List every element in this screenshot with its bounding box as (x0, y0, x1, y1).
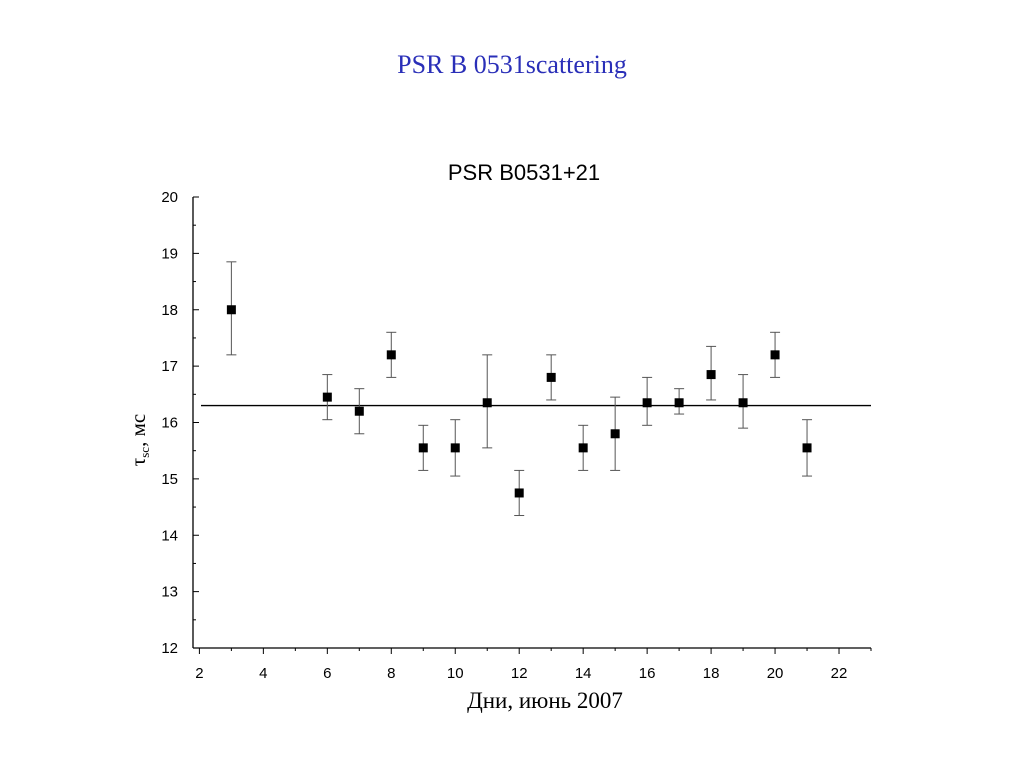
y-tick-label: 14 (161, 527, 178, 544)
data-markers (226, 305, 812, 498)
data-point (802, 443, 812, 453)
axes (192, 197, 871, 649)
y-tick-label: 20 (161, 189, 178, 206)
data-point (386, 350, 396, 360)
x-tick-label: 18 (703, 665, 720, 682)
data-point (418, 443, 428, 453)
x-tick-label: 22 (831, 665, 848, 682)
y-axis-label-subscript: sc (137, 447, 152, 458)
y-axis-label: τsc, мс (126, 414, 152, 466)
data-point (226, 305, 236, 315)
x-tick-label: 16 (639, 665, 656, 682)
data-point (322, 392, 332, 402)
y-tick-label: 19 (161, 245, 178, 262)
y-axis-label-symbol: τ (126, 458, 150, 466)
y-axis-label-unit: , мс (126, 414, 150, 447)
data-point (770, 350, 780, 360)
x-tick-label: 8 (387, 665, 395, 682)
x-axis-label: Дни, июнь 2007 (467, 688, 623, 713)
x-tick-label: 2 (195, 665, 203, 682)
y-tick-label: 15 (161, 471, 178, 488)
data-point (706, 370, 716, 380)
y-tick-label: 13 (161, 584, 178, 601)
x-tick-label: 20 (767, 665, 784, 682)
data-point (482, 398, 492, 408)
x-tick-label: 4 (259, 665, 267, 682)
y-tick-label: 18 (161, 302, 178, 319)
x-tick-label: 6 (323, 665, 331, 682)
y-tick-label: 12 (161, 640, 178, 657)
y-tick-label: 16 (161, 415, 178, 432)
x-tick-label: 14 (575, 665, 592, 682)
x-tick-label: 12 (511, 665, 528, 682)
data-point (674, 398, 684, 408)
error-bars (226, 261, 813, 517)
data-point (578, 443, 588, 453)
data-point (546, 372, 556, 382)
data-point (738, 398, 748, 408)
y-tick-label: 17 (161, 358, 178, 375)
data-point (450, 443, 460, 453)
data-point (610, 429, 620, 439)
slide-title: PSR B 0531scattering (397, 50, 627, 79)
x-ticks: 2 4 6 8 10 12 14 16 18 20 22 (195, 648, 872, 682)
data-point (642, 398, 652, 408)
x-tick-label: 10 (447, 665, 464, 682)
chart-title: PSR B0531+21 (448, 160, 600, 185)
y-ticks: 12 13 14 15 16 17 18 19 20 (161, 189, 199, 657)
data-point (354, 406, 364, 416)
data-point (514, 488, 524, 498)
